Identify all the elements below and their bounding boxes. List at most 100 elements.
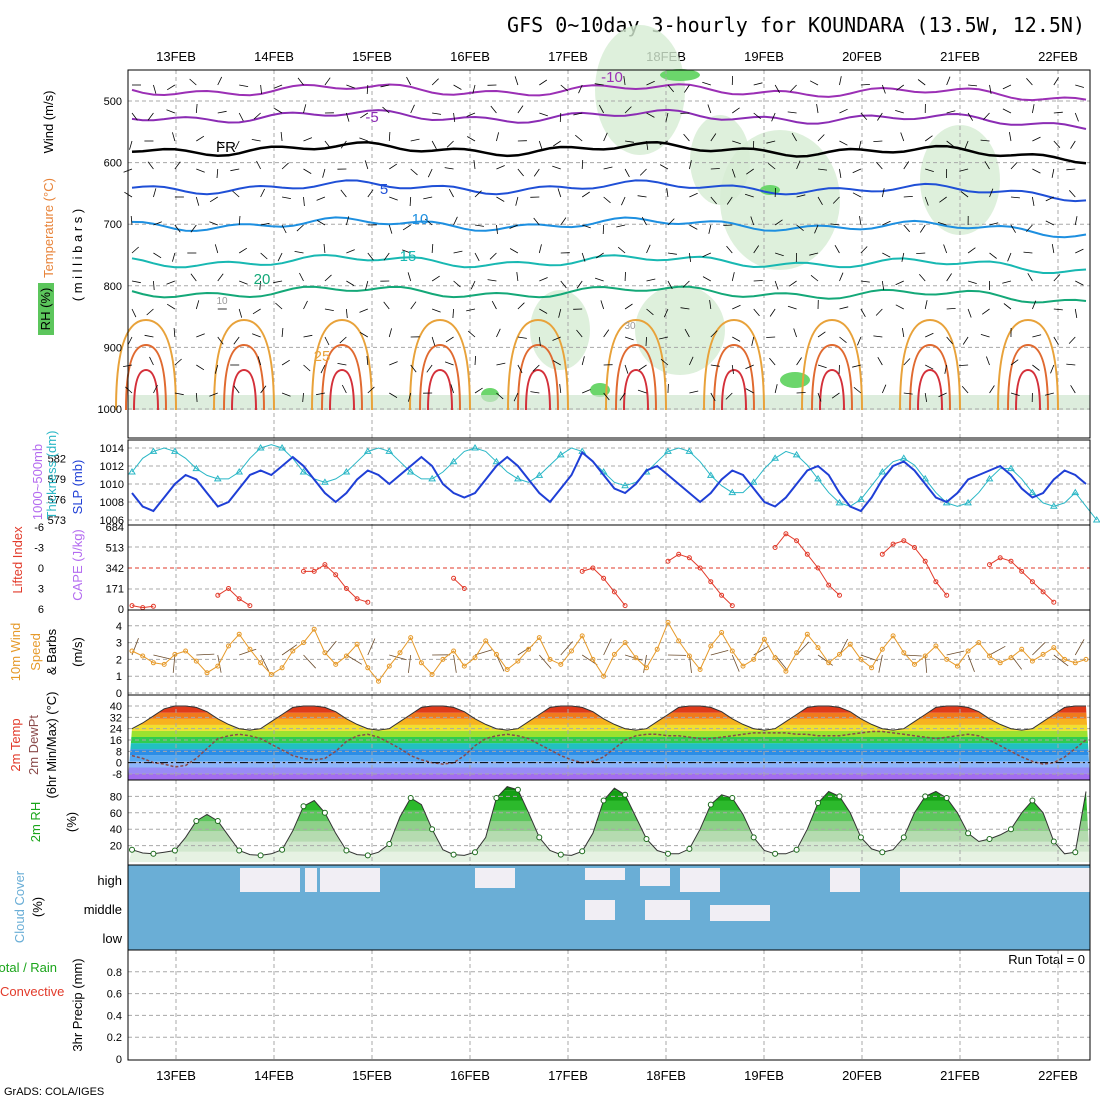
wind-barb	[153, 384, 158, 394]
wind-speed-marker	[997, 660, 1003, 666]
wind-barb	[552, 360, 561, 366]
wind-barb	[217, 336, 224, 345]
wind-barb	[316, 196, 326, 201]
wind-barb	[431, 275, 440, 282]
wind-barb	[260, 84, 262, 95]
wind-speed-marker	[1029, 658, 1035, 664]
wind-barb	[663, 308, 669, 318]
rh-label: 2m RH	[28, 802, 43, 842]
precip-axis-label: 3hr Precip (mm)	[70, 958, 85, 1051]
wind-barb	[643, 654, 647, 673]
temperature-legend-label: Temperature (°C)	[41, 178, 56, 278]
rh-marker	[729, 795, 736, 801]
y-tick-label: 700	[104, 219, 122, 231]
wind-barb	[903, 654, 922, 657]
temperature-tick-label: 8	[116, 746, 122, 758]
lifted-index-marker	[719, 592, 725, 598]
wind-barb	[875, 308, 883, 316]
lifted-index-marker	[879, 551, 885, 557]
wind-barb	[195, 103, 198, 114]
wind-barb	[877, 112, 883, 121]
wind-barb	[895, 110, 904, 114]
wind-barb	[917, 79, 926, 86]
rh-marker	[1072, 849, 1079, 856]
lifted-index-marker	[333, 572, 339, 578]
wind-barb	[946, 76, 951, 86]
date-label: 16FEB	[450, 49, 490, 64]
rh-marker	[472, 849, 478, 856]
wind-speed-marker	[215, 663, 221, 669]
wind-barb	[239, 84, 249, 87]
wind-barb	[146, 308, 154, 316]
y-tick-label: 500	[104, 96, 122, 108]
wind-barb	[961, 385, 969, 394]
wind-barb	[277, 252, 283, 262]
rh-tick-label: 80	[110, 791, 122, 803]
wind-barb	[257, 356, 262, 366]
wind-barb	[281, 224, 287, 234]
wind-barb	[667, 218, 675, 226]
wind-barb	[946, 336, 953, 345]
date-label: 19FEB	[744, 49, 784, 64]
wind-barb	[594, 83, 604, 86]
wind-speed-marker	[483, 638, 489, 644]
wind-barb	[709, 300, 712, 310]
wind-barb	[710, 392, 716, 402]
wind-barb	[340, 140, 347, 149]
thickness-marker	[814, 474, 822, 482]
lifted-index-marker	[708, 579, 714, 585]
slp-label: SLP (mb)	[70, 460, 85, 515]
rh-legend-label: RH (%)	[38, 288, 53, 331]
wind-barb	[983, 112, 990, 120]
date-label: 16FEB	[450, 1068, 490, 1083]
rh-unit-label: (%)	[64, 812, 79, 832]
wind-barb	[337, 363, 347, 366]
thickness-label: 1000~500mb	[30, 444, 45, 520]
temperature-line	[131, 705, 1086, 731]
wind-barb	[684, 328, 690, 338]
wind-barb	[616, 224, 626, 228]
wind-barb	[667, 280, 673, 290]
cloud-cover-panel: high middle low Cloud Cover (%)	[12, 864, 1091, 951]
lifted-index-cape-panel: -6 -3 0 3 6 0 171 342 513 684 Lifted Index CAPE (J/…	[10, 522, 1091, 616]
wind-speed-marker	[944, 656, 950, 662]
thickness-tick-label: 582	[48, 453, 66, 465]
wind-barb	[431, 308, 441, 313]
rh-shading	[128, 395, 1090, 410]
cloud-gap	[240, 868, 300, 892]
wind-barb	[641, 216, 647, 226]
wind-barb	[1053, 140, 1061, 148]
wind-barb	[496, 654, 505, 672]
wind-barb	[364, 160, 369, 170]
wind-barb	[852, 192, 862, 198]
wind-barb	[946, 650, 965, 656]
wind-barb	[323, 243, 326, 254]
precip-tick-label: 0.8	[107, 967, 122, 979]
thickness-marker	[771, 454, 780, 461]
wind-barb	[445, 336, 454, 343]
wind-barb	[316, 392, 326, 396]
isotherm-30	[321, 343, 363, 411]
wind-barb	[409, 196, 412, 207]
wind-speed-marker	[193, 658, 199, 664]
rh-tick-label: 20	[110, 841, 122, 853]
thickness-marker	[385, 447, 394, 454]
wind-barb	[767, 162, 776, 170]
precip-tick-label: 0.6	[107, 989, 122, 1001]
wind-barb	[796, 357, 802, 366]
rh-shading	[660, 69, 700, 81]
thickness-unit-label: Thickness (dm)	[44, 431, 59, 520]
wind-barb	[943, 244, 948, 254]
wind-barb	[487, 279, 497, 282]
wind-barb	[1053, 111, 1063, 114]
rh-shading	[635, 285, 725, 375]
thickness-marker	[706, 471, 715, 478]
lifted-index-marker	[997, 555, 1003, 561]
li-tick-label: -6	[34, 522, 44, 534]
wind-barb	[324, 308, 334, 311]
wind-barb	[895, 280, 904, 286]
wind-speed-marker	[429, 672, 435, 677]
wind-barb	[710, 650, 729, 656]
wind-barb	[172, 252, 176, 262]
isotherm-line	[131, 108, 1087, 130]
